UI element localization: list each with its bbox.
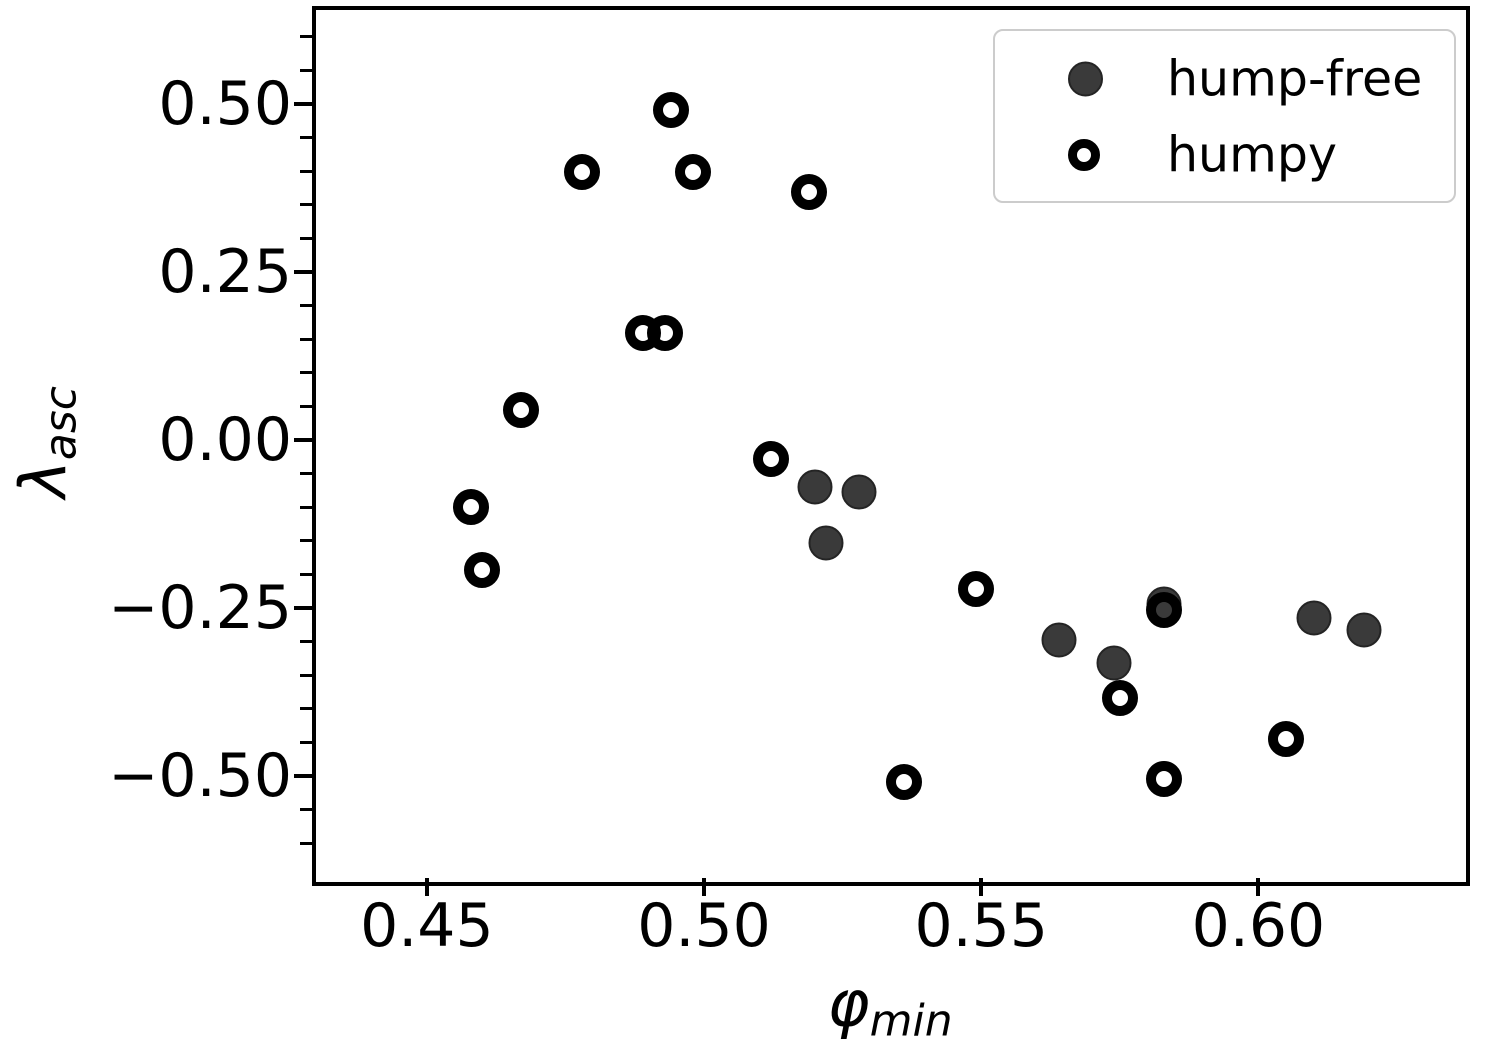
y-minor-tick <box>300 371 312 375</box>
x-axis-label: φmin <box>827 973 952 1044</box>
data-point-hump-free <box>1041 622 1077 658</box>
data-point-humpy <box>1101 679 1138 716</box>
x-tick <box>979 878 984 896</box>
y-tick <box>294 605 312 610</box>
y-tick-label: −0.25 <box>108 572 292 643</box>
y-tick-label: 0.25 <box>158 237 292 308</box>
data-point-humpy <box>564 153 601 190</box>
y-tick <box>294 773 312 778</box>
y-axis-symbol: λ <box>7 460 82 498</box>
y-tick-label: 0.00 <box>158 404 292 475</box>
data-point-hump-free <box>1096 645 1132 681</box>
legend-row-humpy: humpy <box>995 117 1454 193</box>
y-axis-subscript: asc <box>35 386 87 461</box>
y-minor-tick <box>300 707 312 711</box>
y-tick-label: −0.50 <box>108 740 292 811</box>
x-tick-label: 0.55 <box>914 891 1049 961</box>
x-tick-label: 0.60 <box>1191 891 1326 961</box>
y-tick <box>294 270 312 275</box>
y-minor-tick <box>300 808 312 811</box>
legend-row-hump-free: hump-free <box>995 41 1454 117</box>
y-minor-tick <box>300 236 312 240</box>
y-minor-tick <box>300 203 312 207</box>
y-minor-tick <box>300 337 312 341</box>
data-point-humpy <box>791 174 828 211</box>
y-minor-tick <box>300 304 312 308</box>
y-minor-tick <box>300 505 312 509</box>
y-minor-tick <box>300 539 312 543</box>
data-point-humpy <box>1146 591 1183 628</box>
y-minor-tick <box>300 169 312 173</box>
y-minor-tick <box>300 68 312 72</box>
data-point-hump-free <box>808 525 844 561</box>
data-point-hump-free <box>797 469 833 505</box>
y-minor-tick <box>300 740 312 744</box>
y-tick <box>294 102 312 107</box>
data-point-humpy <box>1268 720 1305 757</box>
y-minor-tick <box>300 841 312 845</box>
y-minor-tick <box>300 35 312 39</box>
data-point-humpy <box>1146 760 1183 797</box>
data-point-hump-free <box>841 474 877 510</box>
legend-marker-filled-circle-icon <box>1068 61 1103 97</box>
legend: hump-free humpy <box>993 29 1456 203</box>
legend-label-humpy: humpy <box>1167 126 1337 184</box>
data-point-humpy <box>674 153 711 190</box>
data-point-humpy <box>647 315 684 352</box>
data-point-humpy <box>503 391 540 428</box>
y-axis-label: λasc <box>8 386 87 498</box>
x-tick-label: 0.45 <box>360 891 494 961</box>
data-point-humpy <box>453 489 490 526</box>
y-minor-tick <box>300 136 312 140</box>
data-point-humpy <box>752 440 789 477</box>
data-point-hump-free <box>1296 600 1332 636</box>
y-minor-tick <box>300 404 312 408</box>
x-tick <box>1256 878 1261 896</box>
x-axis-symbol: φ <box>827 967 870 1042</box>
x-tick <box>702 878 707 896</box>
x-axis-subscript: min <box>869 995 953 1047</box>
data-point-hump-free <box>1346 612 1382 648</box>
y-minor-tick <box>300 572 312 576</box>
data-point-humpy <box>652 92 689 129</box>
legend-label-hump-free: hump-free <box>1167 50 1423 108</box>
y-minor-tick <box>300 640 312 644</box>
data-point-humpy <box>957 571 994 608</box>
y-minor-tick <box>300 673 312 677</box>
y-minor-tick <box>300 472 312 476</box>
y-tick <box>294 437 312 442</box>
x-tick-label: 0.50 <box>637 891 771 961</box>
x-tick <box>424 878 429 896</box>
y-tick-label: 0.50 <box>158 69 292 140</box>
data-point-humpy <box>885 763 922 800</box>
data-point-humpy <box>464 551 501 588</box>
legend-marker-open-circle-icon <box>1068 139 1100 171</box>
